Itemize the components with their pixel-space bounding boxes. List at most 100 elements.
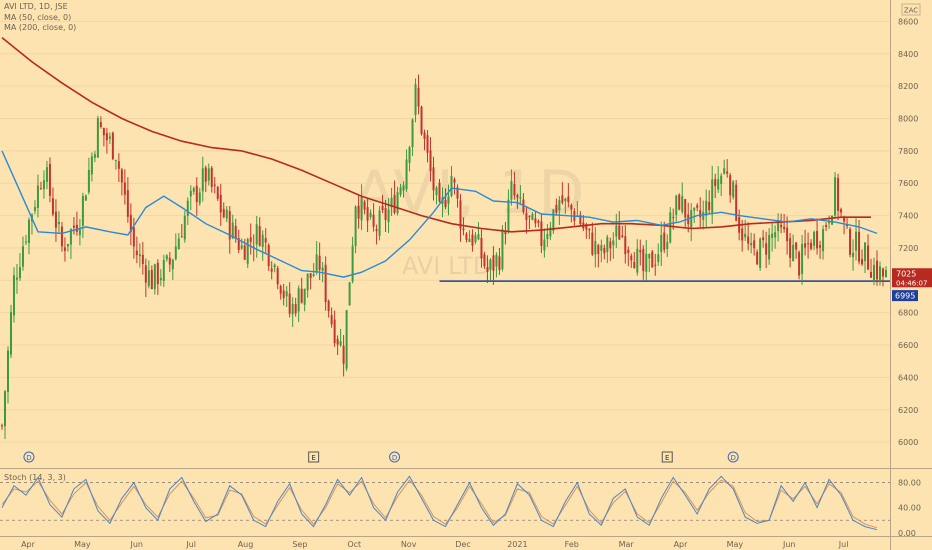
- candle: [684, 198, 687, 228]
- candle-body: [381, 205, 384, 211]
- candle-body: [135, 250, 138, 256]
- candle-body: [339, 341, 342, 346]
- candle: [573, 208, 576, 226]
- moving-averages-group: [1, 36, 878, 278]
- candle: [153, 263, 156, 295]
- candle: [750, 232, 753, 254]
- candle-body: [333, 319, 336, 344]
- candle-body: [426, 135, 429, 153]
- candle-body: [27, 219, 30, 244]
- candle-body: [477, 234, 480, 240]
- candle-body: [402, 185, 405, 191]
- time-tick-label: Aug: [238, 540, 254, 549]
- candle-body: [873, 264, 876, 282]
- candle: [402, 181, 405, 198]
- candle: [150, 265, 153, 290]
- candle-body: [639, 250, 642, 253]
- candle: [33, 200, 36, 215]
- stoch-indicator-label[interactable]: Stoch (14, 3, 3): [4, 473, 66, 482]
- candle-body: [420, 106, 423, 134]
- candle: [759, 237, 762, 271]
- time-tick-label: Feb: [565, 540, 579, 549]
- price-tick-label: 6200: [898, 406, 918, 415]
- candle-body: [99, 122, 102, 128]
- candle: [801, 234, 804, 285]
- candle-body: [123, 182, 126, 195]
- candle-body: [501, 229, 504, 270]
- candle: [705, 189, 708, 227]
- candle-body: [78, 229, 81, 236]
- candle-body: [762, 237, 765, 241]
- candle: [576, 201, 579, 218]
- candle: [849, 226, 852, 258]
- candle: [792, 234, 795, 262]
- candle-body: [435, 187, 438, 196]
- candle-body: [657, 254, 660, 262]
- candle: [96, 115, 99, 158]
- stoch-k-line: [1, 475, 878, 531]
- candle: [543, 228, 546, 258]
- candle: [588, 228, 591, 240]
- legend-ma200[interactable]: MA (200, close, 0): [4, 23, 77, 32]
- candle: [714, 173, 717, 199]
- candle: [861, 249, 864, 266]
- candle-body: [180, 236, 183, 238]
- candle: [270, 261, 273, 280]
- candle: [198, 187, 201, 206]
- candle-body: [495, 254, 498, 267]
- legend-ma50[interactable]: MA (50, close, 0): [4, 12, 72, 22]
- candle-body: [42, 180, 45, 190]
- candle: [498, 247, 501, 275]
- candle: [522, 193, 525, 215]
- candle: [597, 243, 600, 268]
- price-tick-label: 7400: [898, 212, 918, 221]
- event-marker-shape: [727, 451, 739, 463]
- candle: [639, 239, 642, 266]
- candle-body: [558, 200, 561, 211]
- candle-body: [747, 236, 750, 244]
- candle: [123, 169, 126, 205]
- candle: [411, 118, 414, 156]
- candle-body: [60, 226, 63, 247]
- candle: [24, 234, 27, 245]
- time-tick-label: Jul: [185, 540, 196, 549]
- candle-body: [276, 268, 279, 285]
- event-marker-label: E: [665, 454, 669, 462]
- candle-body: [282, 290, 285, 298]
- candle-body: [285, 291, 288, 297]
- candle-body: [669, 212, 672, 243]
- candle-body: [861, 259, 864, 265]
- candle: [45, 160, 48, 190]
- candle: [486, 255, 489, 284]
- candle: [675, 194, 678, 222]
- candle-body: [408, 147, 411, 163]
- candle: [615, 213, 618, 248]
- time-tick-label: Dec: [455, 540, 470, 549]
- candle: [618, 211, 621, 240]
- candle-body: [279, 286, 282, 294]
- candle-body: [390, 197, 393, 208]
- bar-countdown: 04:46:07: [896, 279, 927, 287]
- candle: [213, 176, 216, 194]
- candle: [291, 297, 294, 327]
- candle-body: [837, 178, 840, 211]
- candle: [237, 229, 240, 254]
- currency-badge: ZAC: [901, 3, 921, 16]
- candle-body: [555, 204, 558, 213]
- candle: [492, 246, 495, 285]
- candle-body: [201, 168, 204, 192]
- candle: [318, 242, 321, 280]
- candle: [534, 211, 537, 228]
- candle: [489, 258, 492, 281]
- candle-body: [195, 185, 198, 202]
- candle: [231, 214, 234, 240]
- candle: [111, 131, 114, 161]
- candle: [549, 221, 552, 241]
- candle: [459, 194, 462, 242]
- candle: [114, 159, 117, 170]
- candle-body: [72, 225, 75, 228]
- candle: [333, 310, 336, 347]
- candle-body: [81, 196, 84, 226]
- candle-body: [447, 196, 450, 204]
